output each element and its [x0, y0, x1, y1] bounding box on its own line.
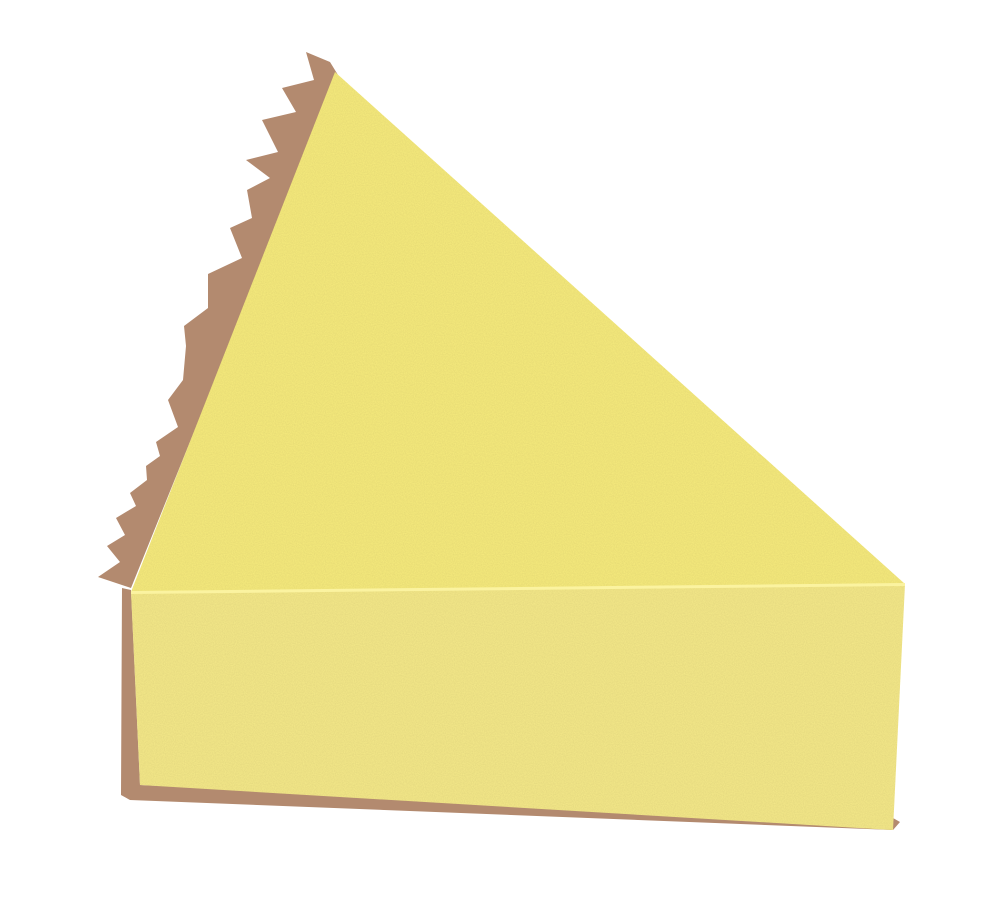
edge-highlight [131, 583, 905, 594]
filling-top [131, 72, 905, 592]
filling-side [131, 584, 905, 830]
crust-serrated-edge [98, 52, 338, 588]
